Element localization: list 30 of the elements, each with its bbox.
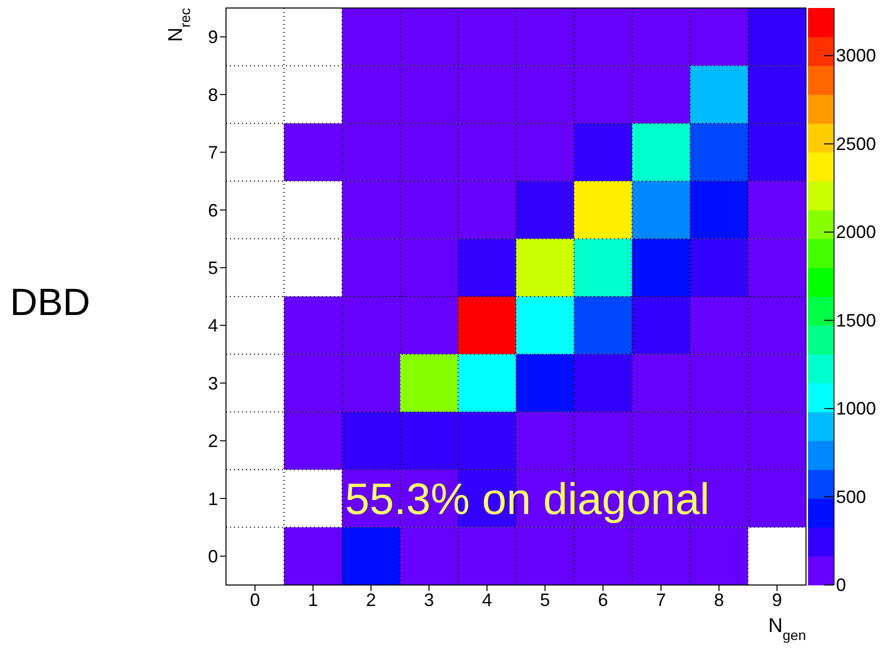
x-tick-label: 9: [772, 590, 782, 610]
x-tick-label: 7: [656, 590, 666, 610]
y-tick-label: 1: [208, 488, 218, 509]
y-tick-label: 9: [208, 27, 218, 48]
color-bar-label: 3000: [836, 46, 876, 66]
x-tick-label: 8: [714, 590, 724, 610]
x-tick-label: 1: [308, 590, 318, 610]
color-bar-label: 500: [836, 486, 866, 507]
x-tick-label: 6: [598, 590, 608, 610]
text: DBD: [10, 282, 90, 324]
color-bar-label: 1000: [836, 398, 876, 419]
x-tick-label: 3: [424, 590, 434, 610]
x-tick-label: 5: [540, 590, 550, 610]
x-tick-label: 4: [482, 590, 492, 610]
x-tick-label: 0: [250, 590, 260, 610]
y-tick-label: 6: [208, 200, 218, 220]
color-bar-label: 2500: [836, 134, 876, 154]
y-tick-label: 0: [208, 546, 218, 567]
annotation: 55.3% on diagonal: [345, 475, 710, 524]
color-bar-label: 0: [836, 575, 846, 595]
x-axis-title: N$_{gen}$: [768, 615, 806, 643]
y-tick-label: 4: [208, 316, 218, 336]
y-tick-label: 2: [208, 431, 218, 452]
color-bar-label: 1500: [836, 310, 876, 330]
y-tick-label: 3: [208, 373, 218, 394]
color-bar-label: 2000: [836, 222, 876, 242]
y-tick-label: 8: [208, 84, 218, 105]
y-tick-label: 7: [208, 142, 218, 163]
x-tick-label: 2: [366, 590, 376, 610]
y-tick-label: 5: [208, 258, 218, 278]
